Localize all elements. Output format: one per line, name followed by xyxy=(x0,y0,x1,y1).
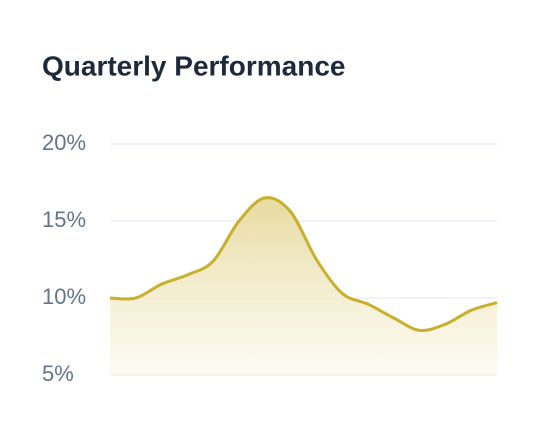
y-tick-label: 5% xyxy=(42,361,74,386)
y-tick-label: 15% xyxy=(42,207,86,232)
y-tick-label: 10% xyxy=(42,284,86,309)
chart-title: Quarterly Performance xyxy=(42,50,345,81)
y-tick-label: 20% xyxy=(42,130,86,155)
line xyxy=(109,196,498,333)
area-fill xyxy=(110,197,497,375)
